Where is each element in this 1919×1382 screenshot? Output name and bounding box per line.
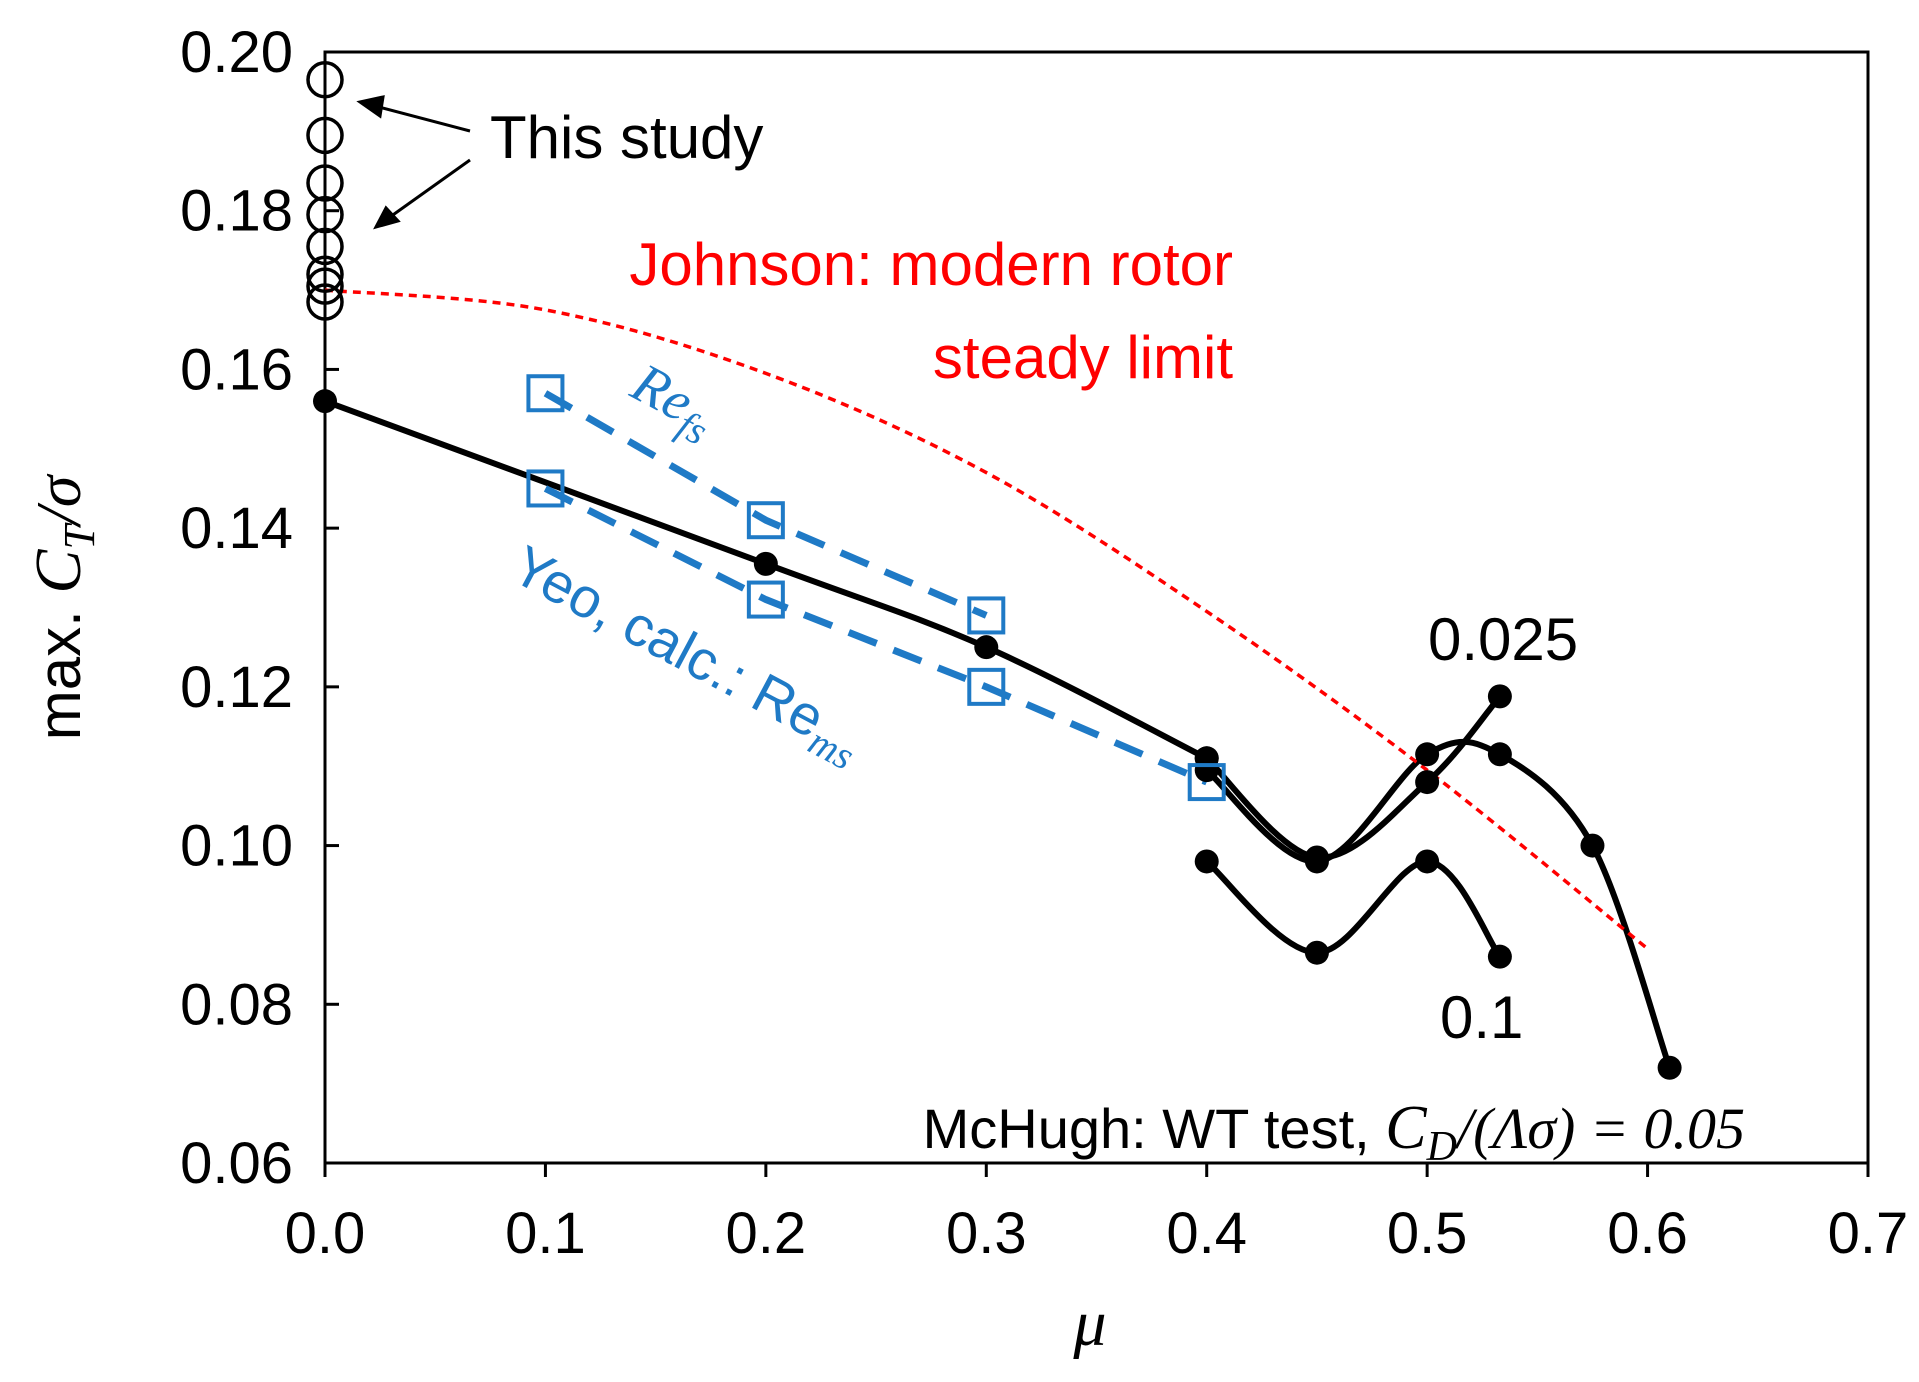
label-01: 0.1 [1440, 984, 1523, 1051]
data-point-mchugh-main [753, 551, 778, 576]
data-point-mchugh-main [974, 635, 999, 660]
data-point-0-1 [1194, 849, 1219, 874]
data-point-mchugh-main [313, 389, 337, 414]
x-tick-label: 0.0 [285, 1201, 366, 1266]
data-point-0-05 [1657, 1055, 1682, 1080]
x-axis-label: μ [1072, 1287, 1106, 1360]
y-tick-label: 0.10 [180, 814, 293, 879]
data-point-yeo-re-ms [526, 469, 565, 508]
data-point-yeo-re-ms [1187, 763, 1226, 802]
y-axis-ticks: 0.06 0.08 0.10 0.12 0.14 0.16 0.18 0.20 [180, 20, 339, 1196]
series-line-0-025 [1204, 694, 1503, 861]
svg-text:max. CT/σ: max. CT/σ [22, 473, 104, 740]
x-tick-label: 0.1 [505, 1201, 586, 1266]
data-point-0-05 [1194, 758, 1219, 783]
data-point-0-1 [1304, 940, 1329, 965]
svg-text:Refs: Refs [617, 351, 726, 454]
series-line-0-1 [1204, 858, 1503, 959]
yeo-label: Yeo, calc.: Rems [498, 533, 874, 779]
data-point-this-study [306, 227, 344, 266]
data-point-this-study [306, 267, 344, 305]
data-point-this-study [306, 195, 344, 234]
series-line-yeo-re-ms [543, 485, 1209, 786]
x-tick-label: 0.2 [726, 1201, 807, 1266]
plot-frame [323, 50, 1870, 1165]
data-point-0-05 [1415, 742, 1440, 767]
data-point-0-05 [1304, 849, 1329, 874]
data-point-0-025 [1415, 770, 1440, 795]
data-point-0-1 [1415, 849, 1440, 874]
data-point-yeo-re-fs [967, 596, 1006, 635]
x-tick-label: 0.4 [1166, 1201, 1247, 1266]
x-tick-label: 0.7 [1828, 1201, 1909, 1266]
data-point-0-1 [1487, 944, 1512, 969]
johnson-label-line-2: steady limit [933, 324, 1233, 391]
y-tick-label: 0.16 [180, 337, 293, 402]
x-tick-label: 0.6 [1607, 1201, 1688, 1266]
data-point-yeo-re-fs [746, 501, 785, 540]
y-tick-label: 0.18 [180, 179, 293, 244]
data-point-this-study [306, 283, 344, 321]
mchugh-label: McHugh: WT test, CD/(Λσ) = 0.05 [923, 1094, 1745, 1170]
y-tick-label: 0.06 [180, 1131, 293, 1196]
this-study-arrows [356, 95, 471, 230]
marker-layer [306, 61, 1682, 1080]
x-axis-ticks: 0.0 0.1 0.2 0.3 0.4 0.5 0.6 0.7 [285, 1163, 1909, 1266]
data-point-0-05 [1487, 742, 1512, 767]
refs-label: Refs [617, 351, 726, 454]
data-point-yeo-re-ms [746, 580, 785, 619]
y-tick-label: 0.14 [180, 496, 293, 561]
label-0025: 0.025 [1428, 606, 1578, 673]
data-point-this-study [306, 61, 344, 99]
y-tick-label: 0.12 [180, 655, 293, 720]
svg-text:Yeo, calc.: Rems: Yeo, calc.: Rems [498, 533, 874, 779]
data-point-0-05 [1580, 833, 1605, 858]
data-point-this-study [306, 116, 344, 155]
series-line-0-05 [1204, 738, 1673, 1069]
series-line-yeo-re-fs [543, 390, 988, 619]
y-tick-label: 0.20 [180, 20, 293, 85]
johnson-label-line-1: Johnson: modern rotor [629, 231, 1233, 298]
data-point-this-study [306, 255, 344, 293]
series-line-mchugh-main [323, 398, 1209, 761]
data-point-0-025 [1487, 684, 1512, 709]
this-study-label: This study [490, 104, 763, 171]
x-tick-label: 0.3 [946, 1201, 1027, 1266]
data-point-yeo-re-fs [526, 374, 565, 413]
data-point-yeo-re-ms [967, 667, 1006, 706]
data-point-this-study [306, 164, 344, 202]
y-axis-label: max. CT/σ [22, 473, 104, 740]
x-tick-label: 0.5 [1387, 1201, 1468, 1266]
y-tick-label: 0.08 [180, 972, 293, 1037]
